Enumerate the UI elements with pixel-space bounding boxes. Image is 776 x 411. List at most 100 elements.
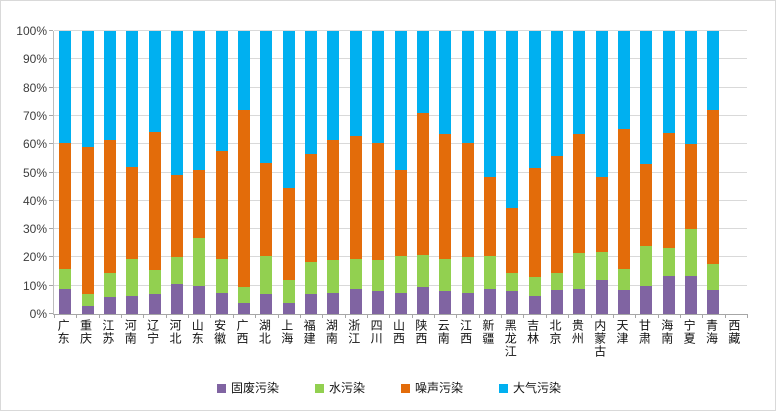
x-axis-label-江西: 江西	[458, 319, 473, 345]
bar-segment-固废污染	[193, 285, 206, 314]
bar-云南	[439, 31, 452, 314]
bar-segment-水污染	[595, 251, 608, 281]
x-axis-tick	[591, 314, 592, 318]
bar-广东	[59, 31, 72, 314]
bar-segment-固废污染	[685, 275, 698, 314]
x-axis-tick	[635, 314, 636, 318]
bar-segment-固废污染	[349, 288, 362, 314]
bar-segment-固废污染	[439, 291, 452, 314]
bar-segment-噪声污染	[416, 113, 429, 255]
x-axis-label-江苏: 江苏	[100, 319, 115, 345]
bar-segment-噪声污染	[439, 134, 452, 259]
bar-segment-大气污染	[461, 31, 474, 143]
y-axis-tick	[49, 30, 53, 31]
y-axis-label-70: 70%	[22, 108, 47, 123]
legend-label: 水污染	[328, 381, 365, 395]
bar-segment-固废污染	[506, 291, 519, 314]
x-axis-tick	[255, 314, 256, 318]
bar-宁夏	[685, 31, 698, 314]
x-axis-label-四川: 四川	[369, 319, 384, 345]
bar-segment-大气污染	[349, 31, 362, 136]
y-axis-label-60: 60%	[22, 137, 47, 152]
bar-segment-固废污染	[707, 289, 720, 314]
x-axis-label-宁夏: 宁夏	[682, 319, 697, 345]
bar-segment-噪声污染	[282, 188, 295, 281]
x-axis-label-青海: 青海	[704, 319, 719, 345]
bar-segment-水污染	[148, 270, 161, 295]
bar-segment-固废污染	[618, 289, 631, 314]
bar-segment-水污染	[685, 229, 698, 276]
x-axis-label-吉林: 吉林	[525, 319, 540, 345]
bar-浙江	[349, 31, 362, 314]
bar-segment-固废污染	[238, 302, 251, 314]
bar-segment-水污染	[662, 247, 675, 276]
bar-segment-水污染	[126, 258, 139, 296]
x-axis-label-黑龙江: 黑龙江	[503, 319, 518, 358]
legend-swatch-icon	[314, 383, 324, 393]
bar-segment-噪声污染	[640, 164, 653, 247]
bar-河南	[126, 31, 139, 314]
bar-segment-大气污染	[238, 31, 251, 111]
bar-segment-固废污染	[148, 294, 161, 314]
bar-segment-大气污染	[59, 31, 72, 143]
bar-黑龙江	[506, 31, 519, 314]
bar-segment-噪声污染	[81, 147, 94, 295]
legend-item-水污染: 水污染	[314, 381, 365, 395]
bar-辽宁	[148, 31, 161, 314]
x-axis-label-辽宁: 辽宁	[145, 319, 160, 345]
bar-segment-水污染	[506, 272, 519, 292]
x-axis-tick	[658, 314, 659, 318]
bar-segment-水污染	[282, 280, 295, 303]
x-axis-tick	[747, 314, 748, 318]
x-axis-label-天津: 天津	[615, 319, 630, 345]
x-axis-label-海南: 海南	[659, 319, 674, 345]
bar-segment-噪声污染	[506, 207, 519, 273]
bar-segment-噪声污染	[707, 110, 720, 265]
bar-segment-大气污染	[81, 31, 94, 148]
bar-segment-固废污染	[528, 295, 541, 314]
bar-segment-大气污染	[528, 31, 541, 169]
bar-segment-噪声污染	[685, 144, 698, 230]
y-axis-label-10: 10%	[22, 278, 47, 293]
bar-segment-水污染	[238, 287, 251, 303]
y-axis-label-50: 50%	[22, 165, 47, 180]
bar-segment-水污染	[394, 256, 407, 293]
y-axis-label-90: 90%	[22, 52, 47, 67]
x-axis-label-山西: 山西	[391, 319, 406, 345]
bar-segment-水污染	[416, 254, 429, 288]
x-axis-label-上海: 上海	[279, 319, 294, 345]
x-axis-tick	[76, 314, 77, 318]
bar-segment-水污染	[59, 268, 72, 289]
y-axis-label-100: 100%	[16, 24, 47, 38]
x-axis-label-云南: 云南	[436, 319, 451, 345]
x-axis-label-重庆: 重庆	[78, 319, 93, 345]
x-axis-label-内蒙古: 内蒙古	[592, 319, 607, 358]
bar-segment-大气污染	[103, 31, 116, 140]
bar-山东	[193, 31, 206, 314]
bar-segment-噪声污染	[193, 169, 206, 238]
bar-segment-噪声污染	[238, 110, 251, 288]
bar-segment-大气污染	[148, 31, 161, 132]
bar-segment-大气污染	[662, 31, 675, 133]
bar-segment-噪声污染	[59, 142, 72, 269]
y-axis-tick	[49, 86, 53, 88]
bar-segment-噪声污染	[372, 142, 385, 261]
x-axis-tick	[300, 314, 301, 318]
bar-segment-噪声污染	[550, 155, 563, 273]
bar-江西	[461, 31, 474, 314]
bar-segment-噪声污染	[327, 139, 340, 261]
bar-segment-噪声污染	[394, 169, 407, 256]
bar-segment-大气污染	[618, 31, 631, 129]
x-axis-tick	[702, 314, 703, 318]
bar-segment-水污染	[349, 258, 362, 289]
x-axis-label-贵州: 贵州	[570, 319, 585, 345]
legend-label: 噪声污染	[415, 381, 464, 395]
x-axis-label-湖北: 湖北	[257, 319, 272, 345]
bar-segment-水污染	[327, 260, 340, 293]
bar-segment-噪声污染	[126, 166, 139, 259]
bar-segment-噪声污染	[103, 139, 116, 273]
bar-segment-大气污染	[595, 31, 608, 177]
bar-segment-固废污染	[372, 291, 385, 314]
legend-swatch-icon	[401, 383, 410, 393]
x-axis-label-广东: 广东	[56, 319, 71, 345]
